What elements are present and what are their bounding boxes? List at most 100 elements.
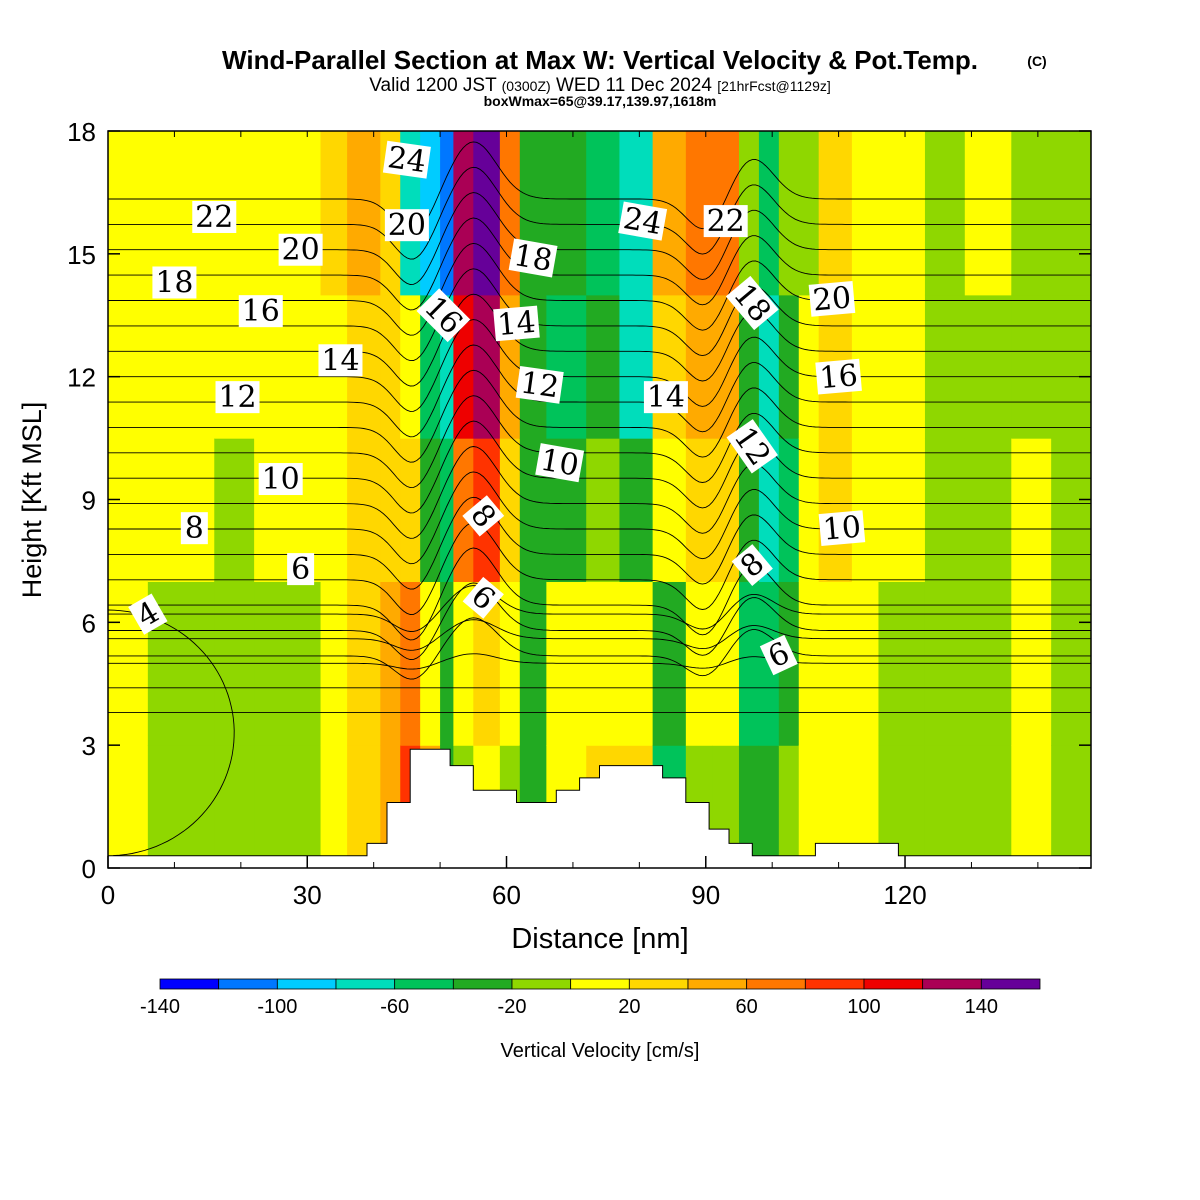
y-tick-label: 3 (82, 731, 96, 761)
x-tick-label: 30 (293, 880, 322, 910)
velocity-cell-10-4 (453, 131, 474, 296)
velocity-cell-6-3 (380, 294, 401, 439)
theta-contour-13 (108, 496, 1091, 590)
velocity-cell-10-2 (453, 438, 474, 582)
contour-label-text: 24 (385, 140, 428, 180)
contour-label-text: 20 (811, 280, 852, 318)
theta-contour-loop (108, 609, 235, 857)
contour-label-text: 6 (291, 552, 310, 587)
velocity-cell-27-4 (924, 131, 966, 296)
velocity-cell-23-3 (798, 294, 820, 439)
contour-label-box (128, 593, 168, 635)
velocity-cell-9-4 (440, 131, 454, 296)
colorbar-swatch (922, 978, 982, 990)
contour-label: 18 (508, 238, 558, 279)
colorbar-swatch (394, 978, 454, 990)
velocity-cell-27-2 (924, 438, 966, 582)
velocity-cell-2-0 (214, 745, 255, 868)
velocity-cell-12-2 (499, 438, 521, 582)
contour-label-box (416, 288, 471, 343)
velocity-cell-14-3 (546, 294, 587, 439)
chart-title: Wind-Parallel Section at Max W: Vertical… (222, 45, 978, 75)
colorbar-tick-label: -140 (140, 996, 180, 1018)
theta-contour-9 (108, 617, 1091, 680)
colorbar-tick-label: 100 (847, 996, 880, 1018)
velocity-cell-19-3 (712, 294, 740, 439)
velocity-cell-24-4 (818, 131, 853, 296)
theta-contour-7 (108, 619, 1091, 651)
x-axis-label: Distance [nm] (511, 923, 688, 955)
y-tick-label: 9 (82, 486, 96, 516)
y-axis: 0 3 6 9 12 15 18 (67, 117, 1091, 884)
colorbar-swatch (863, 978, 924, 990)
velocity-cell-0-3 (108, 294, 149, 439)
colorbar-swatch (804, 978, 865, 990)
colorbar-tick-label: 140 (965, 996, 998, 1018)
contour-label: 16 (238, 294, 283, 329)
velocity-cell-30-2 (1051, 438, 1091, 582)
velocity-cell-23-2 (798, 438, 820, 582)
velocity-cell-4-0 (320, 745, 348, 868)
velocity-cell-0-4 (108, 131, 149, 296)
velocity-cell-22-3 (778, 294, 800, 439)
y-tick-label: 6 (82, 608, 96, 638)
contour-label: 24 (382, 140, 431, 180)
box-info-line: boxWmax=65@39.17,139.97,1618m (484, 93, 717, 109)
y-tick-label: 15 (67, 240, 96, 270)
contour-label: 16 (815, 358, 862, 396)
x-axis: 0 30 60 90 120 (101, 131, 1039, 910)
velocity-cell-15-2 (586, 438, 621, 582)
velocity-field (108, 131, 1091, 868)
colorbar-swatch (980, 978, 1041, 990)
contour-label: 14 (643, 380, 688, 415)
contour-label: 24 (618, 201, 668, 242)
velocity-cell-22-0 (778, 745, 800, 868)
velocity-cell-17-3 (652, 294, 687, 439)
velocity-cell-20-3 (738, 294, 760, 439)
velocity-cell-12-1 (499, 581, 521, 746)
contour-label-text: 24 (621, 201, 665, 242)
contour-label: 6 (287, 552, 315, 587)
velocity-cell-29-3 (1011, 294, 1052, 439)
contour-label-box (384, 209, 429, 242)
copyright-mark: (C) (1027, 53, 1046, 69)
velocity-cell-25-2 (851, 438, 880, 582)
terrain (108, 748, 1091, 868)
velocity-cell-27-3 (924, 294, 966, 439)
colorbar-swatch (746, 978, 806, 990)
velocity-cell-6-2 (380, 438, 401, 582)
velocity-cell-22-4 (778, 131, 800, 296)
theta-contour-19 (108, 344, 1091, 438)
contour-label-box (382, 140, 431, 179)
contour-label-text: 16 (242, 294, 280, 329)
velocity-cell-7-3 (400, 294, 421, 439)
contour-label: 10 (535, 443, 585, 484)
contour-label-box (725, 275, 779, 331)
velocity-cell-5-4 (347, 131, 381, 296)
contour-label-box (287, 553, 315, 586)
contour-label-text: 20 (282, 233, 320, 268)
contour-label-text: 12 (218, 380, 256, 415)
theta-contour-18 (108, 369, 1091, 463)
velocity-cell-11-4 (473, 131, 501, 296)
velocity-cell-9-2 (440, 438, 454, 582)
contour-label: 14 (318, 343, 363, 378)
velocity-cell-1-3 (147, 294, 215, 439)
theta-contour-8 (108, 585, 1091, 632)
contour-label: 22 (192, 200, 237, 235)
colorbar-swatch (452, 978, 513, 990)
contour-label-text: 12 (518, 365, 561, 405)
contour-label-box (618, 201, 668, 241)
velocity-cell-24-2 (818, 438, 853, 582)
contour-label-box (462, 576, 504, 619)
colorbar-swatch (276, 978, 337, 990)
velocity-cell-23-4 (798, 131, 820, 296)
velocity-cell-6-1 (380, 581, 401, 746)
contour-label-box (180, 512, 208, 545)
contour-label-text: 22 (195, 200, 233, 235)
velocity-cell-28-3 (964, 294, 1012, 439)
colorbar-swatch (218, 978, 278, 990)
velocity-cell-29-0 (1011, 745, 1052, 868)
colorbar-swatch (687, 978, 748, 990)
